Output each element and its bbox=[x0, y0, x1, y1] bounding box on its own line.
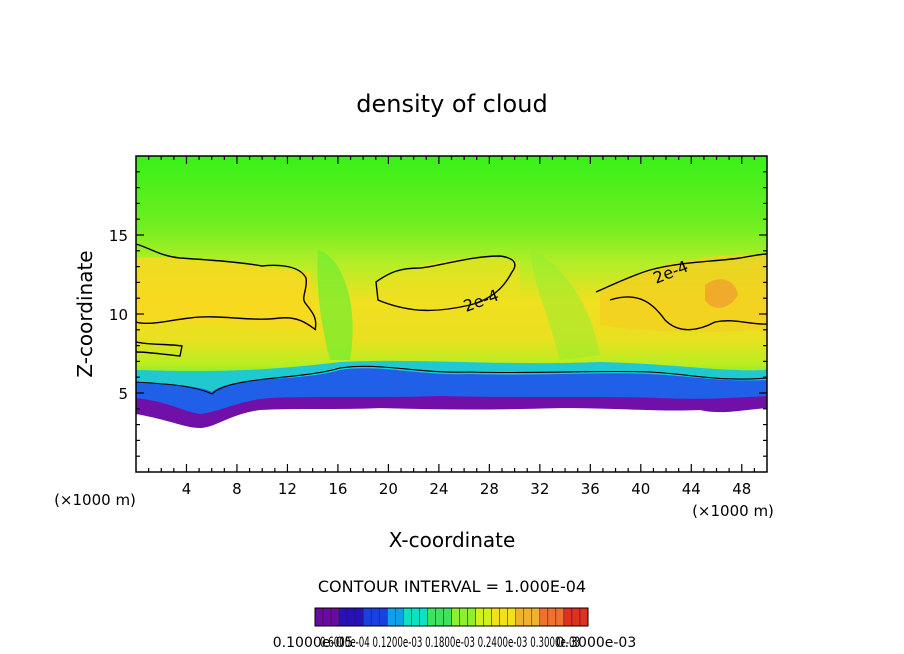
colorbar-swatch bbox=[370, 607, 380, 627]
colorbar-tick-last: 0.3000e-03 bbox=[556, 635, 636, 651]
y-tick-label: 15 bbox=[109, 227, 128, 245]
cloud-base-band bbox=[136, 364, 767, 425]
colorbar-swatch bbox=[523, 607, 533, 627]
colorbar-swatch bbox=[451, 607, 460, 627]
colorbar-swatch bbox=[346, 607, 356, 627]
colorbar-swatch bbox=[387, 607, 396, 627]
colorbar-swatch bbox=[547, 607, 557, 627]
colorbar-swatch bbox=[395, 607, 404, 627]
colorbar-swatch bbox=[354, 607, 364, 627]
colorbar-swatch bbox=[507, 607, 516, 627]
colorbar-swatch bbox=[314, 607, 324, 627]
contour-base bbox=[136, 365, 767, 395]
x-tick-label: 44 bbox=[682, 480, 701, 498]
y-tick-label: 5 bbox=[118, 385, 128, 403]
x-tick-label: 4 bbox=[182, 480, 192, 498]
colorbar-swatch bbox=[571, 607, 581, 627]
colorbar-swatch bbox=[362, 607, 372, 627]
x-tick-label: 24 bbox=[429, 480, 448, 498]
x-axis-label: X-coordinate bbox=[389, 528, 516, 552]
chart-title: density of cloud bbox=[356, 90, 547, 118]
green-gap-right bbox=[530, 250, 600, 360]
x-tick-label: 48 bbox=[732, 480, 751, 498]
colorbar-tick-first: 0.1000e-05 bbox=[273, 635, 353, 651]
colorbar-swatch bbox=[515, 607, 525, 627]
contour-middle bbox=[375, 255, 516, 312]
colorbar-swatch bbox=[403, 607, 412, 627]
x-tick-label: 28 bbox=[480, 480, 499, 498]
plot-area: 2e-4 2e-4 bbox=[136, 156, 767, 472]
colorbar-swatch bbox=[531, 607, 541, 627]
x-unit-left: (×1000 m) bbox=[54, 491, 136, 509]
contour-right-lower bbox=[609, 296, 767, 331]
orange-spot bbox=[705, 279, 738, 308]
yellow-core-middle bbox=[370, 257, 520, 310]
colorbar-swatch bbox=[330, 607, 340, 627]
colorbar-swatch bbox=[427, 607, 436, 627]
colorbar-swatch bbox=[467, 607, 476, 627]
colorbar-swatch bbox=[378, 607, 388, 627]
colorbar-swatch bbox=[555, 607, 565, 627]
x-tick-label: 20 bbox=[379, 480, 398, 498]
colorbar-swatch bbox=[459, 607, 468, 627]
contour-lines bbox=[136, 243, 767, 395]
colorbar-swatch bbox=[579, 607, 589, 627]
colorbar-swatch bbox=[322, 607, 332, 627]
colorbar-tick-overlap: 0.6000e-04 0.1200e-03 0.1800e-03 0.2400e… bbox=[320, 635, 580, 651]
colorbar-swatch bbox=[419, 607, 428, 627]
x-tick-label: 12 bbox=[278, 480, 297, 498]
colorbar-swatch bbox=[435, 607, 444, 627]
contour-interval-text: CONTOUR INTERVAL = 1.000E-04 bbox=[318, 577, 586, 596]
contour-left-upper bbox=[136, 243, 317, 331]
cloud-base-purple bbox=[136, 396, 767, 428]
yellow-core-left bbox=[136, 257, 316, 330]
y-axis-label: Z-coordinate bbox=[73, 250, 97, 377]
colorbar-frame bbox=[314, 607, 589, 627]
y-tick-label: 10 bbox=[109, 306, 128, 324]
colorbar-swatch bbox=[563, 607, 573, 627]
colorbar-swatch bbox=[499, 607, 508, 627]
contour-left-small bbox=[136, 341, 183, 357]
colorbar-swatch bbox=[539, 607, 549, 627]
x-tick-label: 8 bbox=[232, 480, 242, 498]
colorbar-swatch bbox=[443, 607, 452, 627]
cyan-transition bbox=[136, 360, 767, 392]
x-tick-label: 40 bbox=[631, 480, 650, 498]
colorbar bbox=[314, 607, 589, 627]
x-tick-label: 32 bbox=[530, 480, 549, 498]
contour-left-lower bbox=[136, 316, 317, 331]
x-unit-right: (×1000 m) bbox=[692, 502, 774, 520]
x-tick-label: 16 bbox=[328, 480, 347, 498]
contour-right bbox=[595, 253, 767, 293]
colorbar-swatch bbox=[338, 607, 348, 627]
colorbar-swatch bbox=[411, 607, 420, 627]
colorbar-swatch bbox=[491, 607, 500, 627]
green-gap-left bbox=[317, 250, 353, 360]
x-tick-label: 36 bbox=[581, 480, 600, 498]
colorbar-swatch bbox=[475, 607, 484, 627]
yellow-core-right bbox=[600, 254, 767, 333]
colorbar-swatch bbox=[483, 607, 492, 627]
